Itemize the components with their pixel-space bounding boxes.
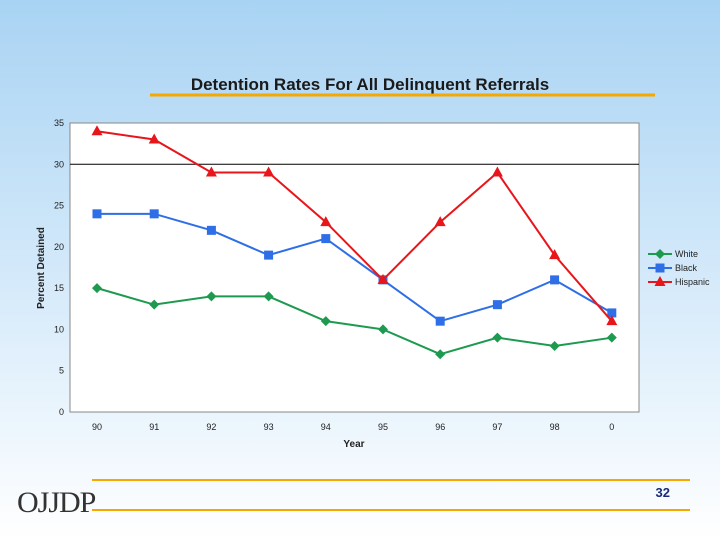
plot-area	[69, 122, 640, 413]
legend-marker-hispanic	[654, 276, 666, 286]
y-axis-label: Percent Detained	[36, 227, 47, 309]
point-white	[435, 349, 446, 360]
legend: White Black Hispanic	[648, 249, 710, 287]
legend-item-white: White	[648, 249, 698, 259]
y-tick-label: 30	[54, 159, 64, 169]
point-hispanic	[377, 273, 389, 284]
point-black	[321, 234, 331, 244]
x-tick-label: 95	[378, 422, 388, 432]
y-axis-ticks: 0 5 10 15 20 25 30 35	[54, 118, 64, 417]
line-hispanic	[96, 130, 613, 322]
point-white	[378, 324, 388, 335]
x-tick-label: 94	[321, 422, 331, 432]
point-black	[149, 209, 159, 219]
series-black	[92, 209, 617, 326]
legend-label-white: White	[675, 249, 698, 259]
x-tick-label: 92	[206, 422, 216, 432]
legend-label-black: Black	[675, 263, 698, 273]
point-white	[606, 332, 617, 343]
point-hispanic	[91, 125, 103, 136]
y-tick-label: 5	[59, 366, 64, 376]
x-tick-label: 96	[435, 422, 445, 432]
point-hispanic	[320, 216, 332, 227]
x-axis-label: Year	[343, 439, 364, 450]
ojjdp-logo: OJJDP	[17, 486, 96, 519]
point-hispanic	[148, 133, 160, 144]
y-tick-label: 35	[54, 118, 64, 128]
y-tick-label: 20	[54, 242, 64, 252]
legend-item-hispanic: Hispanic	[648, 276, 710, 287]
x-tick-label: 98	[550, 422, 560, 432]
y-tick-label: 0	[59, 407, 64, 417]
point-white	[549, 340, 560, 351]
legend-marker-white	[655, 249, 665, 259]
point-white	[149, 299, 160, 310]
chart-title: Detention Rates For All Delinquent Refer…	[191, 75, 549, 94]
point-white	[492, 332, 503, 343]
x-axis-ticks: 90 91 92 93 94 95 96 97 98 0	[92, 422, 614, 432]
point-hispanic	[549, 249, 561, 260]
x-tick-label: 97	[492, 422, 502, 432]
point-hispanic	[434, 216, 446, 227]
legend-item-black: Black	[648, 263, 698, 273]
point-hispanic	[205, 166, 217, 177]
line-black	[97, 212, 613, 323]
point-white	[206, 291, 217, 302]
legend-marker-black	[655, 263, 665, 273]
x-tick-label: 90	[92, 422, 102, 432]
point-black	[264, 250, 274, 260]
x-tick-label: 91	[149, 422, 159, 432]
point-hispanic	[491, 166, 503, 177]
point-white	[320, 316, 331, 327]
y-tick-label: 10	[54, 324, 64, 334]
point-hispanic	[606, 315, 618, 326]
point-black	[607, 308, 617, 318]
series-white	[92, 283, 617, 360]
point-black	[550, 275, 560, 285]
point-black	[435, 316, 445, 326]
point-black	[206, 225, 216, 235]
point-black	[92, 209, 102, 219]
y-tick-label: 15	[54, 283, 64, 293]
series-group	[91, 125, 618, 360]
series-hispanic	[91, 125, 618, 326]
point-black	[492, 300, 502, 310]
x-tick-label: 93	[264, 422, 274, 432]
page-number: 32	[656, 485, 670, 500]
point-white	[92, 283, 102, 294]
point-hispanic	[263, 166, 275, 177]
x-tick-label: 0	[609, 422, 614, 432]
legend-label-hispanic: Hispanic	[675, 277, 710, 287]
point-white	[263, 291, 274, 302]
line-white	[96, 287, 612, 356]
y-tick-label: 25	[54, 201, 64, 211]
